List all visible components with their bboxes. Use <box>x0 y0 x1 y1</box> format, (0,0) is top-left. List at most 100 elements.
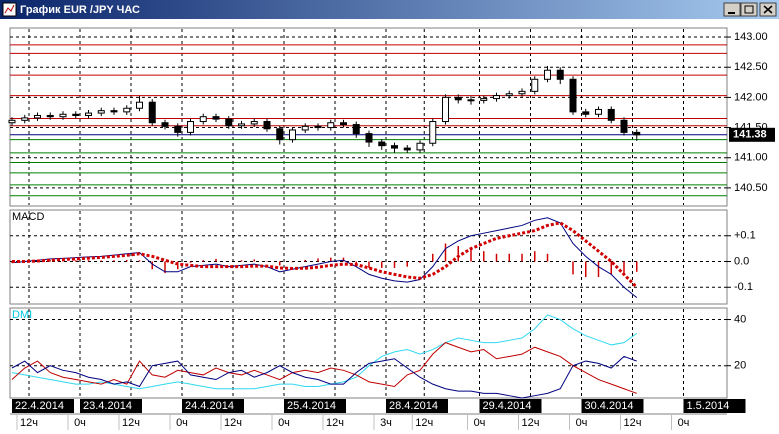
window-buttons <box>723 2 777 17</box>
maximize-button[interactable] <box>740 2 758 17</box>
date-label-box <box>182 399 244 413</box>
candle-body <box>276 128 284 141</box>
panel-title: MACD <box>12 211 44 223</box>
candle-body <box>505 93 513 97</box>
date-label-box <box>683 399 746 413</box>
last-price-label: 141.38 <box>733 129 767 141</box>
hour-label: 12ч <box>20 417 38 429</box>
date-label-box <box>80 399 142 413</box>
candle-body <box>352 124 360 135</box>
date-label: 30.4.2014 <box>585 400 634 412</box>
candle-body <box>467 99 475 102</box>
candle-body <box>136 101 143 109</box>
candle-body <box>314 125 322 129</box>
candle-body <box>97 110 105 114</box>
date-label-box <box>12 399 74 413</box>
candle-body <box>327 122 335 129</box>
candle-body <box>148 101 156 124</box>
candle-body <box>531 78 539 92</box>
candle-body <box>607 108 615 121</box>
y-tick-label: 142.00 <box>734 91 768 103</box>
candle-body <box>582 111 590 115</box>
minimize-button[interactable] <box>723 2 741 17</box>
hour-label: 0ч <box>678 417 690 429</box>
date-label: 28.4.2014 <box>389 400 438 412</box>
candle-body <box>85 112 92 116</box>
candle-body <box>161 122 169 127</box>
candle-body <box>59 113 67 118</box>
hour-label: 0ч <box>74 417 86 429</box>
maximize-glyph <box>744 5 754 14</box>
candle-body <box>633 131 641 136</box>
date-label: 24.4.2014 <box>185 400 234 412</box>
hour-label: 12ч <box>522 417 540 429</box>
candle-body <box>110 110 118 113</box>
hour-label: 12ч <box>224 417 242 429</box>
candle-body <box>365 133 373 143</box>
candle-body <box>340 122 347 126</box>
candle-body <box>8 119 16 124</box>
candle-body <box>378 141 386 147</box>
dmi-line <box>11 355 637 399</box>
hour-label: 12ч <box>415 417 433 429</box>
candle-body <box>21 117 29 121</box>
y-tick-label: 141.00 <box>734 152 768 164</box>
candle-body <box>391 145 398 149</box>
close-glyph <box>763 5 773 14</box>
candle-body <box>46 114 54 118</box>
price-pane <box>9 27 728 207</box>
dmi-line <box>11 314 638 390</box>
date-label: 29.4.2014 <box>483 400 532 412</box>
hour-label: 0ч <box>576 417 588 429</box>
candle-body <box>544 69 551 80</box>
hour-label: 12ч <box>122 417 140 429</box>
candle-body <box>454 96 462 101</box>
candle-body <box>187 121 194 133</box>
y-tick-label: -0.1 <box>734 281 753 293</box>
y-tick-label: 40 <box>734 313 746 325</box>
candle-body <box>199 116 207 123</box>
candle-body <box>263 121 271 130</box>
candle-body <box>72 113 80 116</box>
candle-body <box>212 116 220 120</box>
candle-body <box>480 98 488 101</box>
candle-body <box>595 108 602 115</box>
macd-line <box>11 217 638 298</box>
date-label-box <box>479 399 542 413</box>
candle-body <box>620 119 628 133</box>
hour-label: 0ч <box>176 417 188 429</box>
candle-body <box>34 114 41 119</box>
panel-title: DMI <box>12 309 32 321</box>
candle-body <box>416 142 424 151</box>
candle-body <box>429 121 437 144</box>
y-tick-label: 0.0 <box>734 255 749 267</box>
hour-label: 0ч <box>474 417 486 429</box>
candle-body <box>174 125 182 133</box>
date-label-box <box>581 399 644 413</box>
date-label: 22.4.2014 <box>15 400 64 412</box>
window-icon-graph <box>4 4 15 14</box>
candle-body <box>569 78 577 113</box>
window-title: График EUR /JPY ЧАС <box>20 4 140 16</box>
date-label: 25.4.2014 <box>287 400 336 412</box>
candle-body <box>442 96 449 123</box>
y-tick-label: 20 <box>734 360 746 372</box>
date-label-box <box>386 399 448 413</box>
candle-body <box>289 129 296 141</box>
candle-body <box>238 123 245 127</box>
date-label-box <box>284 399 346 413</box>
candle-body <box>556 69 564 80</box>
y-tick-label: 140.50 <box>734 182 768 194</box>
candle-body <box>518 90 526 95</box>
date-label: 1.5.2014 <box>687 400 730 412</box>
candle-body <box>301 125 309 131</box>
y-tick-label: +0.1 <box>734 230 756 242</box>
dmi-line <box>11 342 637 394</box>
signal-line <box>12 221 638 289</box>
last-price-box <box>729 127 775 142</box>
date-label: 23.4.2014 <box>83 400 132 412</box>
candle-body <box>493 95 500 100</box>
y-tick-label: 143.00 <box>734 31 768 43</box>
